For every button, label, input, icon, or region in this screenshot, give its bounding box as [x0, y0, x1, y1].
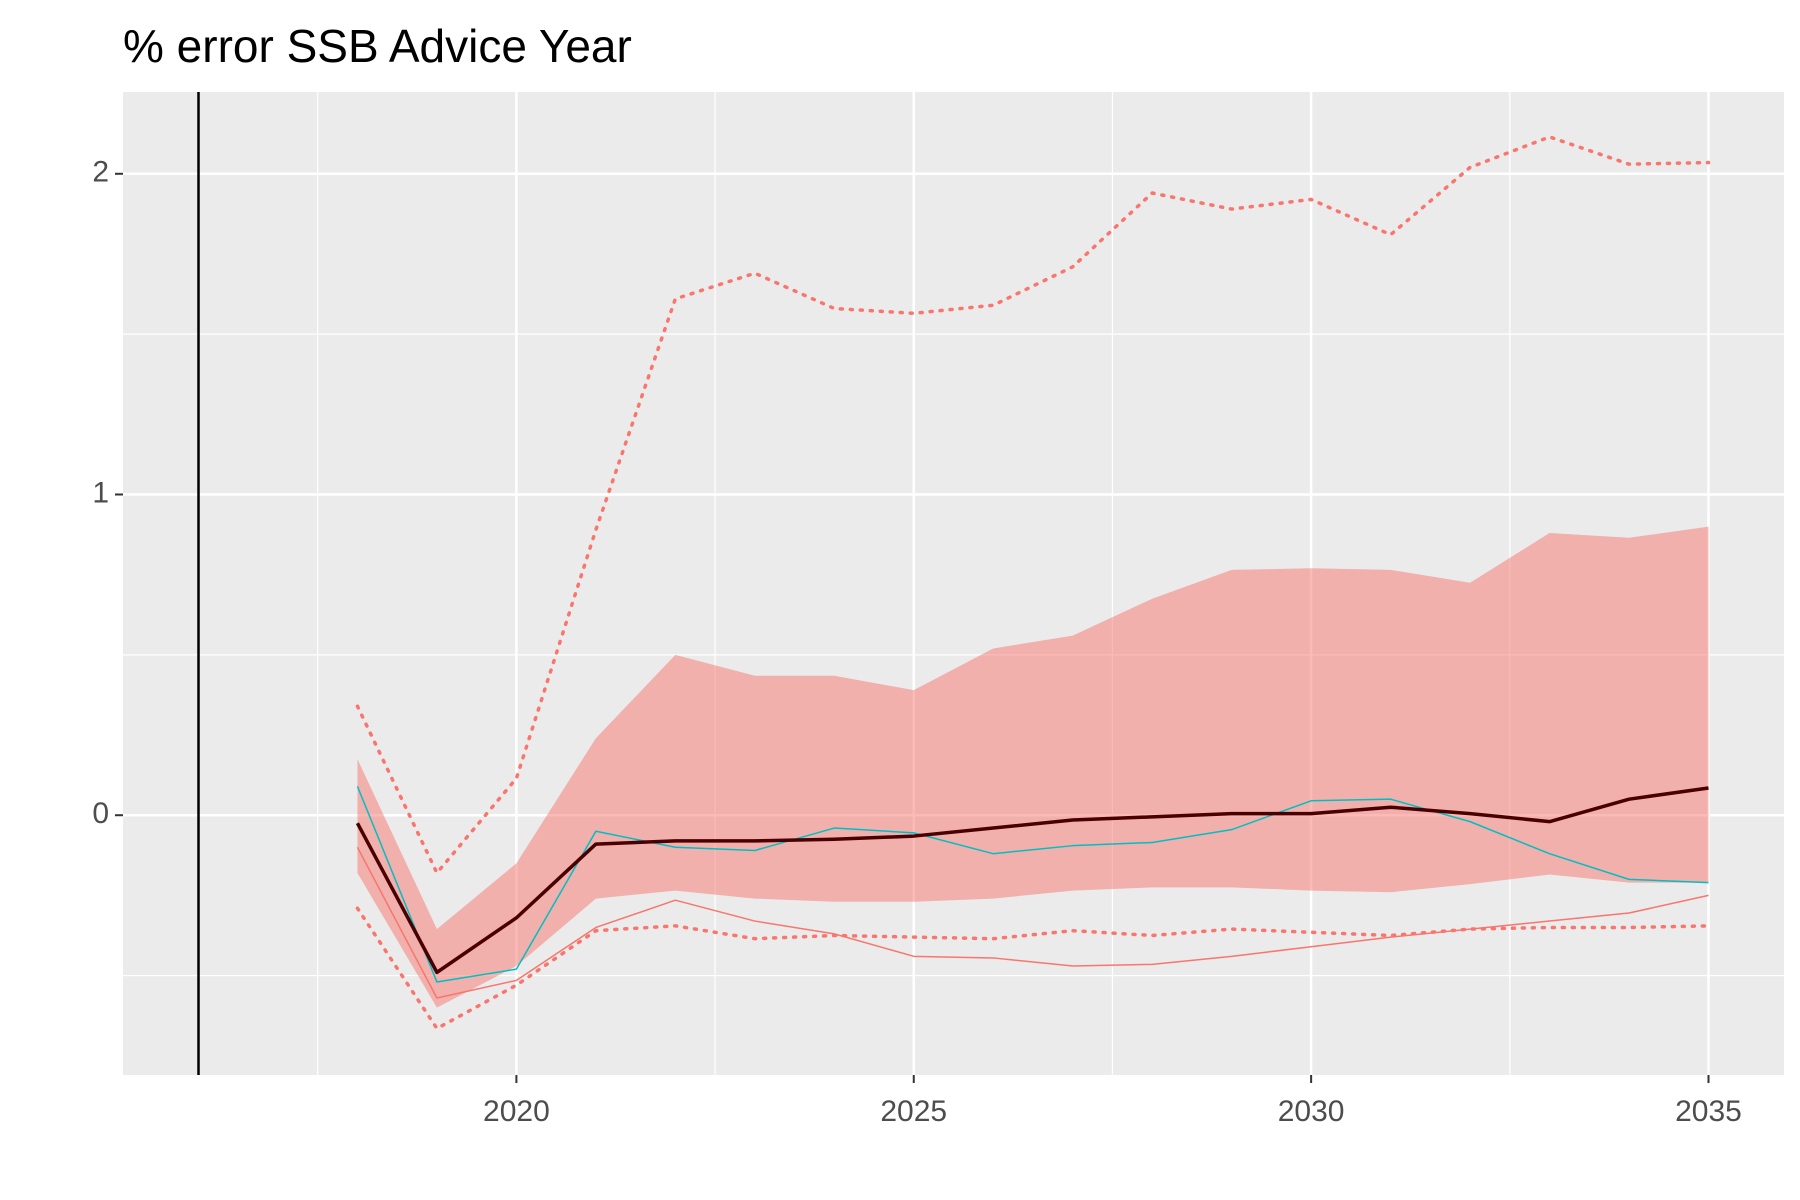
y-tick-label: 1 [92, 476, 109, 509]
confidence-band [357, 526, 1709, 1008]
x-tick-label: 2035 [1675, 1095, 1742, 1128]
x-tick-label: 2025 [880, 1095, 947, 1128]
x-tick-label: 2030 [1278, 1095, 1345, 1128]
series-line [355, 906, 1711, 1031]
chart-title: % error SSB Advice Year [123, 20, 632, 72]
y-tick-label: 2 [92, 156, 109, 189]
x-tick-label: 2020 [483, 1095, 550, 1128]
series-line [356, 846, 1709, 999]
y-tick-label: 0 [92, 797, 109, 830]
series-line [355, 786, 1709, 975]
